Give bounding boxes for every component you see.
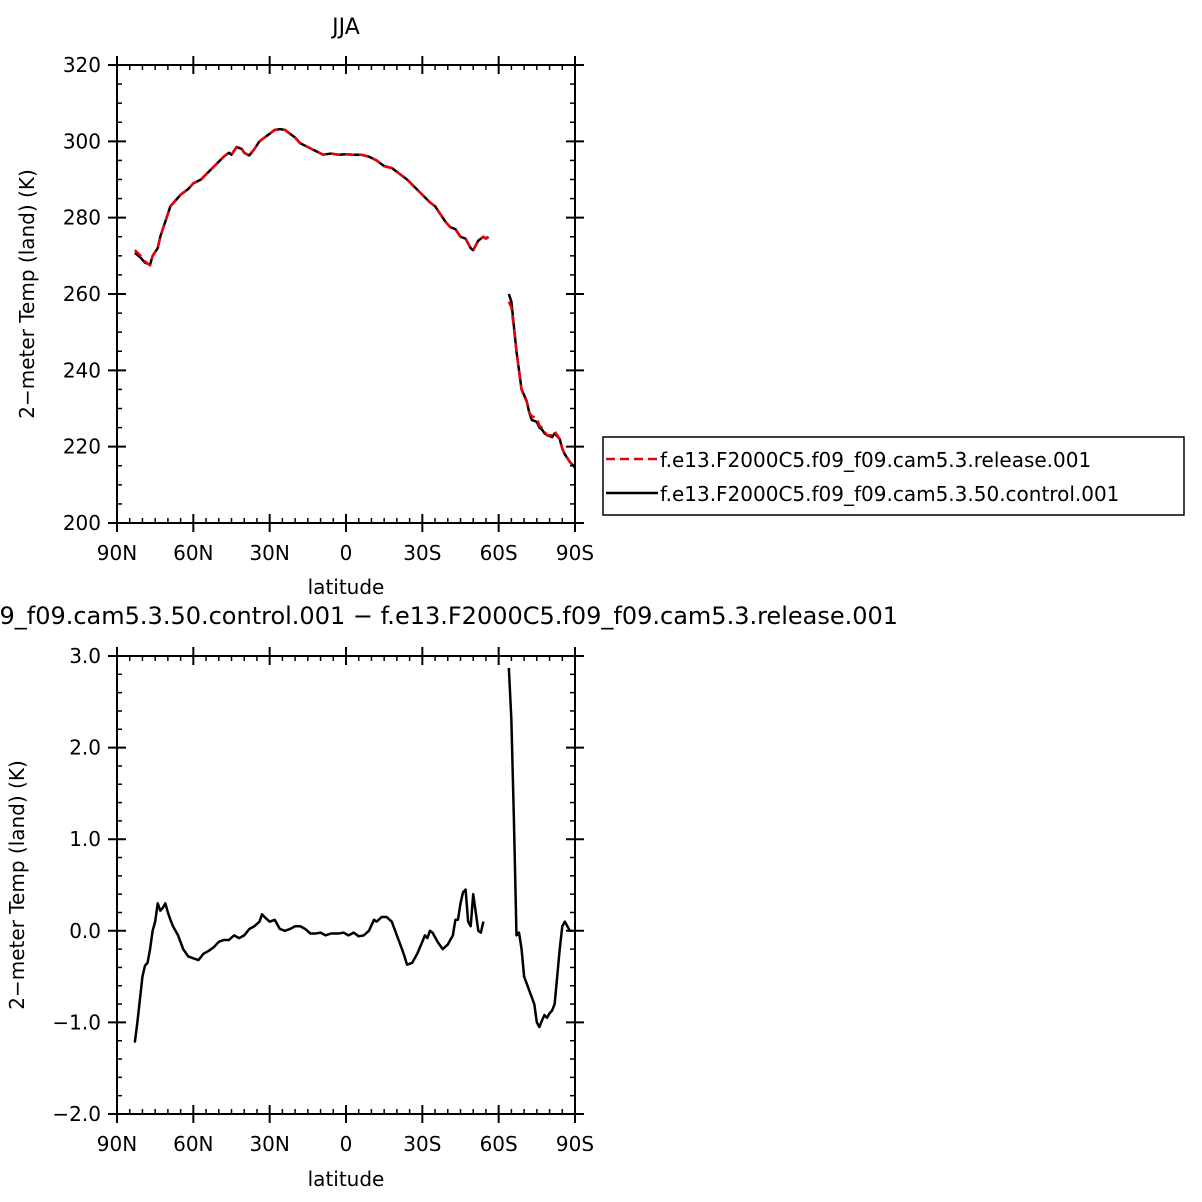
bottom-x-tick-label: 90S (556, 1132, 594, 1156)
legend: f.e13.F2000C5.f09_f09.cam5.3.release.001… (602, 436, 1185, 516)
top-x-tick-label: 30N (249, 541, 289, 565)
bottom-y-tick-label: 1.0 (69, 827, 101, 851)
top-chart-title: JJA (330, 15, 360, 40)
bottom-x-tick-label: 0 (340, 1132, 353, 1156)
difference-panel: f.e13.F2000C5.f09_f09.cam5.3.50.control.… (0, 602, 898, 1191)
top-tick-group (108, 56, 584, 532)
bottom-tick-label-group: 90N 60N 30N 0 30S 60S 90S −2.0 −1.0 0.0 1.0 2.0 3.0 (52, 644, 594, 1156)
top-series-group (133, 127, 575, 469)
top-y-tick-label: 240 (63, 358, 101, 382)
legend-label-control: f.e13.F2000C5.f09_f09.cam5.3.50.control.… (660, 482, 1119, 506)
bottom-tick-group (108, 647, 584, 1123)
top-x-tick-label: 90S (556, 541, 594, 565)
bottom-chart-title: f.e13.F2000C5.f09_f09.cam5.3.50.control.… (0, 602, 898, 630)
top-plot-frame (116, 64, 576, 524)
bottom-x-tick-label: 60S (480, 1132, 518, 1156)
top-x-tick-label: 90N (97, 541, 137, 565)
top-y-tick-label: 280 (63, 206, 101, 230)
top-x-tick-label: 30S (403, 541, 441, 565)
top-series-line-release-segment-1 (507, 301, 575, 469)
bottom-x-tick-label: 90N (97, 1132, 137, 1156)
top-y-tick-label: 220 (63, 435, 101, 459)
temperature-panel: JJA 2−meter Temp (land) (K) latitude 90N… (15, 15, 1185, 599)
bottom-y-tick-label: 0.0 (69, 919, 101, 943)
bottom-series-line-control-segment-1 (507, 667, 573, 1029)
top-x-tick-label: 60N (173, 541, 213, 565)
bottom-x-tick-label: 60N (173, 1132, 213, 1156)
bottom-y-tick-label: 2.0 (69, 736, 101, 760)
legend-label-release: f.e13.F2000C5.f09_f09.cam5.3.release.001 (660, 448, 1091, 472)
bottom-x-axis-label: latitude (308, 1167, 385, 1191)
bottom-series-group (133, 667, 573, 1043)
bottom-series-line-control-segment-0 (133, 888, 485, 1043)
top-y-axis-label: 2−meter Temp (land) (K) (15, 169, 39, 419)
top-y-tick-label: 200 (63, 511, 101, 535)
top-y-tick-label: 260 (63, 282, 101, 306)
bottom-x-tick-label: 30N (249, 1132, 289, 1156)
top-series-line-release-segment-0 (133, 127, 490, 267)
top-series-line-control-segment-1 (507, 293, 575, 469)
bottom-y-tick-label: 3.0 (69, 644, 101, 668)
top-x-axis-label: latitude (308, 575, 385, 599)
top-x-tick-label: 0 (340, 541, 353, 565)
bottom-plot-frame (116, 655, 576, 1115)
bottom-y-tick-label: −1.0 (52, 1010, 101, 1034)
bottom-y-tick-label: −2.0 (52, 1102, 101, 1126)
top-x-tick-label: 60S (480, 541, 518, 565)
bottom-x-tick-label: 30S (403, 1132, 441, 1156)
top-y-tick-label: 320 (63, 53, 101, 77)
legend-box (602, 436, 1185, 516)
top-tick-label-group: 90N 60N 30N 0 30S 60S 90S 200 220 240 260 280 300 320 (63, 53, 594, 565)
bottom-y-axis-label: 2−meter Temp (land) (K) (5, 760, 29, 1010)
top-y-tick-label: 300 (63, 129, 101, 153)
